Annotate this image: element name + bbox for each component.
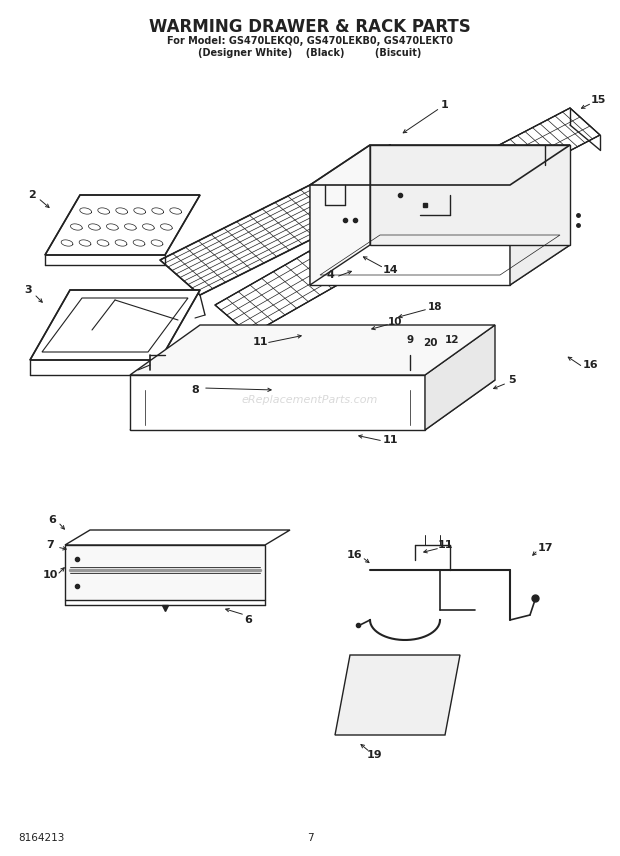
Polygon shape (370, 145, 570, 245)
Text: 14: 14 (382, 265, 398, 275)
Polygon shape (480, 108, 600, 182)
Polygon shape (65, 545, 265, 600)
Polygon shape (310, 185, 510, 285)
Text: 12: 12 (445, 335, 459, 345)
Text: 8: 8 (191, 385, 199, 395)
Polygon shape (335, 655, 460, 735)
Text: 11: 11 (252, 337, 268, 347)
Text: 6: 6 (48, 515, 56, 525)
Text: 16: 16 (347, 550, 363, 560)
Text: 10: 10 (42, 570, 58, 580)
Text: 10: 10 (388, 317, 402, 327)
Polygon shape (425, 325, 495, 430)
Text: 11: 11 (437, 540, 453, 550)
Polygon shape (310, 145, 370, 285)
Text: 11: 11 (383, 435, 398, 445)
Text: 18: 18 (428, 302, 442, 312)
Polygon shape (45, 195, 200, 255)
Polygon shape (130, 375, 425, 430)
Text: 2: 2 (28, 190, 36, 200)
Polygon shape (65, 530, 290, 545)
Polygon shape (510, 145, 570, 285)
Text: 7: 7 (46, 540, 54, 550)
Text: 15: 15 (590, 95, 606, 105)
Text: 4: 4 (326, 270, 334, 280)
Polygon shape (310, 245, 570, 285)
Polygon shape (160, 145, 430, 295)
Polygon shape (130, 380, 495, 430)
Polygon shape (130, 325, 495, 375)
Text: 5: 5 (508, 375, 516, 385)
Text: 8164213: 8164213 (18, 833, 64, 843)
Text: 3: 3 (24, 285, 32, 295)
Text: 6: 6 (244, 615, 252, 625)
Text: 16: 16 (582, 360, 598, 370)
Text: 1: 1 (441, 100, 449, 110)
Text: eReplacementParts.com: eReplacementParts.com (242, 395, 378, 405)
Text: 20: 20 (423, 338, 437, 348)
Text: 7: 7 (307, 833, 313, 843)
Text: 19: 19 (367, 750, 383, 760)
Text: For Model: GS470LEKQ0, GS470LEKB0, GS470LEKT0: For Model: GS470LEKQ0, GS470LEKB0, GS470… (167, 36, 453, 46)
Polygon shape (215, 225, 390, 335)
Text: (Designer White)    (Black)         (Biscuit): (Designer White) (Black) (Biscuit) (198, 48, 422, 58)
Polygon shape (30, 290, 200, 360)
Text: 17: 17 (538, 543, 553, 553)
Text: WARMING DRAWER & RACK PARTS: WARMING DRAWER & RACK PARTS (149, 18, 471, 36)
Text: 9: 9 (407, 335, 414, 345)
